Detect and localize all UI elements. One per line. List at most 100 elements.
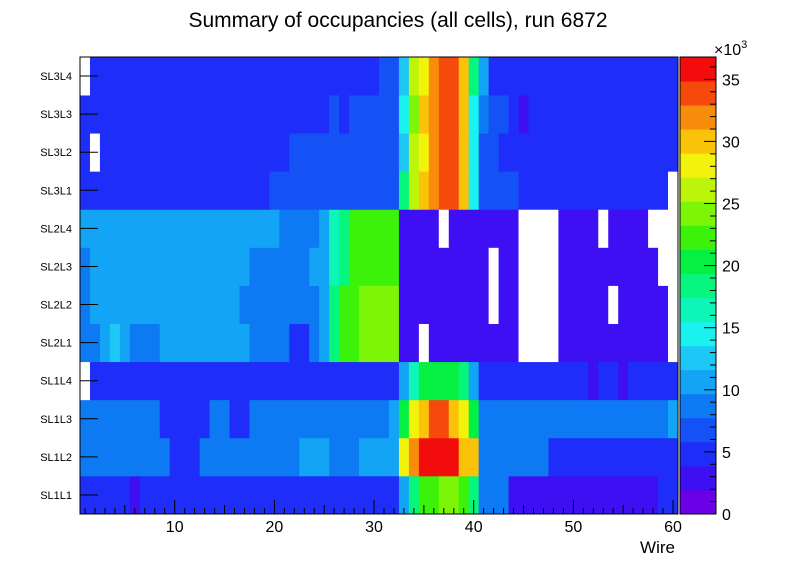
palette-band — [680, 441, 716, 467]
heatmap-cell — [518, 95, 529, 134]
heatmap-cell — [209, 399, 230, 439]
heatmap-cell — [249, 399, 390, 439]
palette-band — [680, 177, 716, 202]
heatmap-cell — [159, 399, 210, 439]
heatmap-cell — [458, 171, 470, 210]
row-labels: SL1L1 SL1L2 SL1L3 SL1L4 SL2L1 SL2L2 SL2L3 SL2L4… — [40, 71, 98, 502]
x-tick-label: 40 — [465, 519, 483, 536]
heatmap-cell — [668, 323, 679, 363]
heatmap-cell — [558, 209, 599, 248]
heatmap-cell — [329, 95, 340, 134]
heatmap-cell — [109, 209, 171, 248]
heatmap-cell — [359, 285, 400, 324]
heatmap-cell — [518, 171, 669, 210]
heatmap-cell — [428, 133, 440, 172]
heatmap-cell — [369, 247, 400, 286]
heatmap-cell — [498, 285, 519, 324]
palette-band — [680, 297, 716, 323]
x-tick-label: 20 — [266, 519, 284, 536]
heatmap-cell — [458, 399, 470, 439]
plot-frame — [79, 56, 679, 515]
heatmap-cell — [608, 285, 619, 324]
heatmap-cell — [508, 475, 659, 515]
heatmap-cell — [99, 285, 151, 324]
heatmap-cell — [339, 247, 350, 286]
heatmap-cell — [408, 399, 420, 439]
heatmap-cell — [289, 285, 320, 324]
palette-band — [680, 417, 716, 443]
heatmap-cell — [339, 285, 350, 324]
heatmap-cell — [169, 209, 191, 248]
heatmap-cell — [189, 209, 280, 248]
heatmap-cell — [408, 437, 420, 477]
row-label: SL1L4 — [40, 376, 72, 388]
heatmap-cell — [648, 57, 679, 96]
heatmap-cell — [428, 171, 440, 210]
heatmap-cell — [458, 95, 470, 134]
heatmap-cell — [458, 57, 470, 96]
heatmap-cell — [428, 323, 519, 363]
heatmap-cell — [628, 361, 679, 401]
heatmap-cell — [349, 209, 370, 248]
x-tick-label: 50 — [565, 519, 583, 536]
heatmap-cell — [468, 133, 480, 172]
heatmap-cell — [588, 361, 599, 401]
palette-frame — [679, 56, 717, 515]
color-palette — [680, 57, 716, 515]
heatmap-cell — [458, 133, 470, 172]
heatmap-cells — [80, 57, 679, 515]
palette-band — [680, 321, 716, 347]
heatmap-cell — [488, 247, 499, 286]
heatmap-cell — [129, 323, 161, 363]
row-label: SL3L1 — [40, 185, 72, 197]
heatmap-cell — [359, 323, 400, 363]
heatmap-cell — [618, 361, 629, 401]
heatmap-cell — [508, 95, 519, 134]
heatmap-cell — [458, 475, 470, 515]
heatmap-cell — [129, 475, 141, 515]
heatmap-cell — [438, 133, 460, 172]
heatmap-cell — [438, 209, 450, 248]
heatmap-cell — [478, 475, 509, 515]
heatmap-cell — [339, 209, 350, 248]
palette-band — [680, 489, 716, 515]
heatmap-cell — [379, 57, 400, 96]
heatmap-cell — [598, 209, 609, 248]
heatmap-cell — [668, 475, 679, 515]
heatmap-cell — [478, 133, 499, 172]
heatmap-cell — [319, 323, 330, 363]
heatmap-cell — [329, 285, 340, 324]
palette-band — [680, 465, 716, 491]
heatmap-cell — [169, 437, 200, 477]
heatmap-cell — [99, 95, 330, 134]
heatmap-cell — [428, 57, 440, 96]
heatmap-cell — [428, 95, 440, 134]
heatmap-cell — [249, 247, 290, 286]
heatmap-cell — [418, 57, 430, 96]
heatmap-cell — [289, 133, 400, 172]
heatmap-cell — [448, 209, 519, 248]
x-tick-label: 60 — [664, 519, 682, 536]
heatmap-cell — [408, 361, 420, 401]
chart-title: Summary of occupancies (all cells), run … — [188, 9, 607, 32]
row-label: SL2L4 — [40, 223, 72, 235]
heatmap-cell — [398, 399, 410, 439]
palette-tick-label: 20 — [722, 259, 740, 276]
heatmap-cell — [488, 285, 499, 324]
x-tick-label: 30 — [365, 519, 383, 536]
palette-band — [680, 153, 716, 178]
heatmap-cell — [249, 323, 290, 363]
heatmap-cell — [478, 361, 490, 401]
heatmap-cell — [438, 95, 460, 134]
row-label: SL3L3 — [40, 109, 72, 121]
heatmap-cell — [458, 361, 470, 401]
heatmap-cell — [518, 285, 559, 324]
palette-multiplier: ×103 — [714, 39, 747, 59]
heatmap-cell — [109, 323, 121, 363]
palette-tick-label: 35 — [722, 72, 740, 89]
heatmap-cell — [548, 437, 679, 477]
heatmap-cell — [468, 57, 480, 96]
heatmap-cell — [438, 475, 460, 515]
heatmap-cell — [269, 171, 400, 210]
palette-tick-label: 15 — [722, 321, 740, 338]
